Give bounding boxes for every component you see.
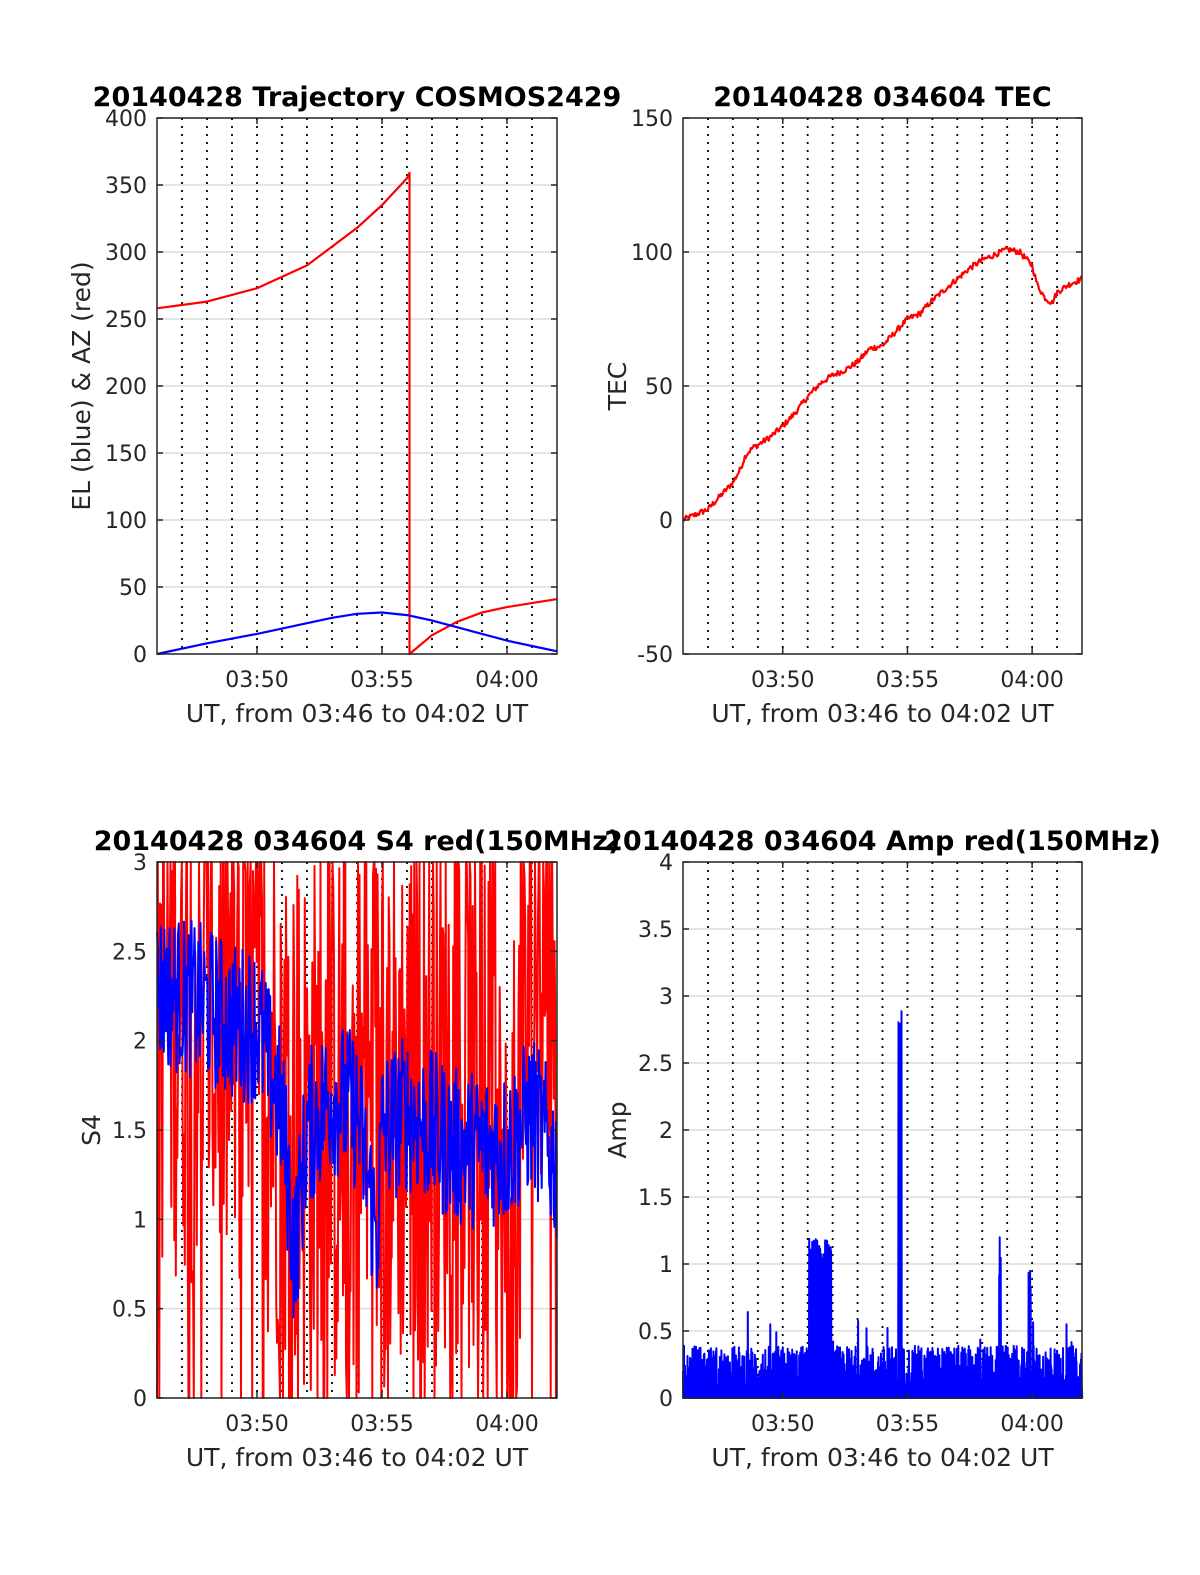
y-tick-label: 2 [659, 1119, 673, 1144]
x-tick-label: 03:55 [350, 668, 413, 693]
y-tick-label: 0 [133, 643, 147, 668]
chart-panel-4: 0 0.5 1 1.5 2 2.5 3 3.5 4 03:50 03:55 04:00 20140428… [603, 826, 1161, 1472]
x-tick-label: 03:50 [225, 668, 288, 693]
y-axis-label: Amp [603, 1101, 632, 1158]
x-tick-label: 04:00 [475, 1412, 538, 1437]
y-tick-label: 50 [119, 576, 147, 601]
y-tick-label: 3 [659, 985, 673, 1010]
y-axis-label: EL (blue) & AZ (red) [67, 261, 96, 510]
y-tick-label: 0.5 [638, 1320, 673, 1345]
y-tick-label: 0.5 [112, 1298, 147, 1323]
y-tick-label: 100 [105, 509, 147, 534]
y-tick-label: 150 [105, 442, 147, 467]
y-tick-label: 0 [659, 1387, 673, 1412]
y-tick-label: 1 [133, 1208, 147, 1233]
y-tick-label: 400 [105, 107, 147, 132]
y-tick-label: 1.5 [638, 1186, 673, 1211]
chart-title: 20140428 034604 TEC [713, 82, 1052, 113]
x-tick-label: 04:00 [1000, 1412, 1063, 1437]
y-tick-label: -50 [637, 643, 673, 668]
x-tick-label: 04:00 [475, 668, 538, 693]
series-line-blue [682, 1010, 1084, 1399]
y-tick-label: 4 [659, 851, 673, 876]
x-axis-label: UT, from 03:46 to 04:02 UT [711, 1443, 1054, 1472]
x-tick-label: 04:00 [1000, 668, 1063, 693]
x-tick-label: 03:55 [876, 1412, 939, 1437]
series-line-blue [156, 919, 558, 1319]
y-tick-label: 2 [133, 1030, 147, 1055]
x-axis-label: UT, from 03:46 to 04:02 UT [186, 699, 529, 728]
y-axis-label: S4 [77, 1114, 106, 1146]
y-tick-label: 2.5 [112, 940, 147, 965]
y-tick-label: 350 [105, 174, 147, 199]
y-tick-label: 1 [659, 1253, 673, 1278]
x-tick-label: 03:55 [350, 1412, 413, 1437]
y-tick-label: 150 [631, 107, 673, 132]
chart-title: 20140428 Trajectory COSMOS2429 [93, 82, 622, 113]
chart-panel-1: 0 50 100 150 200 250 300 350 400 03:50 03:55 04:00 2… [67, 82, 621, 728]
chart-panel-3: 0 0.5 1 1.5 2 2.5 3 03:50 03:55 04:00 20140428 034… [77, 826, 620, 1472]
chart-title: 20140428 034604 Amp red(150MHz) [604, 826, 1161, 857]
x-axis-label: UT, from 03:46 to 04:02 UT [186, 1443, 529, 1472]
y-tick-label: 1.5 [112, 1119, 147, 1144]
y-tick-label: 300 [105, 241, 147, 266]
series-line-blue [156, 611, 558, 656]
x-tick-label: 03:50 [225, 1412, 288, 1437]
y-tick-label: 0 [133, 1387, 147, 1412]
y-tick-label: 2.5 [638, 1052, 673, 1077]
y-tick-label: 3 [133, 851, 147, 876]
y-tick-label: 3.5 [638, 918, 673, 943]
y-tick-label: 0 [659, 509, 673, 534]
chart-title: 20140428 034604 S4 red(150MHz) [94, 826, 621, 857]
x-axis-label: UT, from 03:46 to 04:02 UT [711, 699, 1054, 728]
x-tick-label: 03:55 [876, 668, 939, 693]
x-tick-label: 03:50 [751, 1412, 814, 1437]
y-axis-label: TEC [603, 362, 632, 412]
x-tick-label: 03:50 [751, 668, 814, 693]
y-tick-label: 250 [105, 308, 147, 333]
y-tick-label: 100 [631, 241, 673, 266]
series-line-red [682, 245, 1083, 522]
chart-panel-2: -50 0 50 100 150 03:50 03:55 04:00 20140428 0346… [603, 82, 1083, 728]
y-tick-label: 200 [105, 375, 147, 400]
series-line-red [156, 171, 558, 656]
y-tick-label: 50 [645, 375, 673, 400]
